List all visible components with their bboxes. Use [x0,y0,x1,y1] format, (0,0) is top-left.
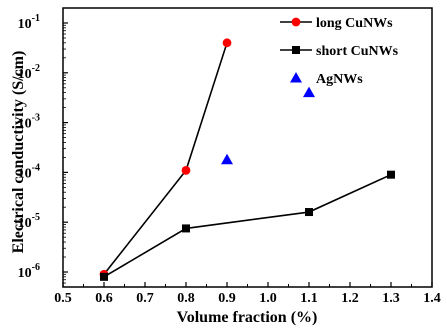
legend-item: long CuNWs [280,16,393,31]
series [100,170,395,281]
legend: long CuNWs short CuNWs AgNWs [280,16,399,87]
square-marker [292,46,300,54]
x-axis-label: Volume fraction (%) [177,309,318,326]
x-tick-label: 1.2 [341,291,359,306]
triangle-marker [303,86,315,98]
square-marker [182,224,190,233]
y-tick-label: 10-3 [18,113,40,132]
series-line [103,173,392,278]
legend-label: short CuNWs [316,44,399,59]
circle-marker [181,165,191,175]
axes: 0.5 0.6 0.7 0.8 0.9 1.0 1.1 1.2 1.3 1.4 10-6 10-5 10… [18,13,441,306]
y-tick-label: 10-5 [18,212,40,231]
circle-marker [291,17,301,27]
triangle-marker [221,153,233,165]
y-axis-label: Electrical conductivity (S/cm) [10,51,27,254]
legend-item: short CuNWs [280,44,399,59]
x-tick-label: 1.4 [423,291,441,306]
triangle-marker [290,72,302,83]
x-tick-label: 1.0 [259,291,277,306]
series [99,38,232,279]
legend-label: AgNWs [316,72,363,87]
x-tick-label: 0.7 [136,291,154,306]
square-marker [305,208,313,217]
legend-item: AgNWs [290,72,363,87]
series [221,86,315,165]
x-tick-label: 1.1 [300,291,318,306]
x-tick-label: 1.3 [382,291,400,306]
x-tick-label: 0.6 [95,291,113,306]
y-tick-label: 10-6 [18,262,40,281]
x-tick-label: 0.5 [54,291,72,306]
circle-marker [222,38,232,48]
y-tick-label: 10-4 [18,162,40,181]
x-tick-label: 0.9 [218,291,236,306]
legend-label: long CuNWs [316,16,393,31]
y-tick-label: 10-1 [18,13,40,32]
series-line [103,42,228,275]
x-tick-label: 0.8 [177,291,195,306]
square-marker [387,170,395,179]
series-layer [99,38,395,281]
square-marker [100,272,108,281]
y-tick-label: 10-2 [18,63,40,82]
